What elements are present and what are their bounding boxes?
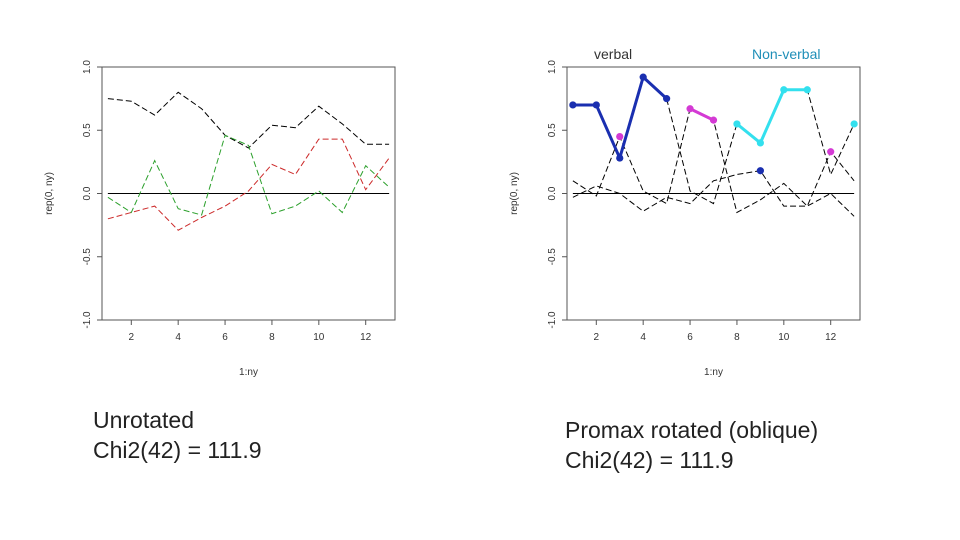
promax-y-tick-label: 1.0 xyxy=(547,60,558,74)
promax-series-1-line xyxy=(572,76,855,205)
promax-y-tick-label: 0.5 xyxy=(547,123,558,137)
promax-x-tick-label: 10 xyxy=(778,332,790,343)
promax-x-tick-label: 2 xyxy=(594,332,600,343)
unrotated-x-tick-label: 10 xyxy=(313,332,325,343)
nonverbal-label: Non-verbal xyxy=(752,46,821,62)
verbal-label: verbal xyxy=(594,46,633,62)
promax-verbal-point xyxy=(616,154,624,162)
unrotated-x-tick-label: 2 xyxy=(129,332,135,343)
unrotated-y-tick-label: 0.0 xyxy=(82,186,93,200)
promax-verbal-secondary-point xyxy=(827,148,835,156)
promax-x-tick-label: 6 xyxy=(687,332,693,343)
unrotated-x-tick-label: 12 xyxy=(360,332,372,343)
promax-y-tick-label: -1.0 xyxy=(547,311,558,329)
unrotated-chart: -1.0 -0.5 0.0 0.5 1.0 2 4 6 8 10 12 1:ny rep(0, ny) xyxy=(44,60,396,378)
promax-series-3-line xyxy=(572,170,855,217)
promax-verbal-point xyxy=(639,73,647,81)
promax-nonverbal-point xyxy=(780,86,788,94)
promax-verbal-secondary-point xyxy=(616,132,624,141)
promax-verbal-segment xyxy=(641,75,669,101)
promax-nonverbal-point xyxy=(803,86,811,94)
unrotated-y-tick-label: -0.5 xyxy=(82,248,93,266)
unrotated-y-tick-label: -1.0 xyxy=(82,311,93,329)
promax-nonverbal-segment xyxy=(735,122,762,145)
unrotated-series-3-line xyxy=(107,134,390,216)
promax-nonverbal-point xyxy=(756,139,764,147)
promax-verbal-point xyxy=(663,95,671,103)
promax-caption-stat: Chi2(42) = 111.9 xyxy=(565,447,734,473)
promax-caption: Promax rotated (oblique) Chi2(42) = 111.… xyxy=(565,415,818,475)
promax-verbal-point xyxy=(592,101,600,109)
promax-series-2-line xyxy=(572,107,855,214)
promax-y-axis-title: rep(0, ny) xyxy=(509,172,520,215)
promax-rotated-chart: -1.0 -0.5 0.0 0.5 1.0 2 4 6 8 10 12 1:ny rep(0, ny) xyxy=(509,60,861,378)
unrotated-x-tick-label: 8 xyxy=(269,332,275,343)
unrotated-x-tick-label: 6 xyxy=(222,332,228,343)
promax-nonverbal-point xyxy=(733,120,741,128)
promax-verbal-secondary-point xyxy=(709,116,718,124)
promax-nonverbal-segment xyxy=(758,88,786,145)
promax-verbal-secondary-segment xyxy=(688,107,715,122)
promax-x-tick-label: 12 xyxy=(825,332,837,343)
unrotated-y-axis-title: rep(0, ny) xyxy=(44,172,55,215)
promax-x-axis-title: 1:ny xyxy=(704,367,723,378)
promax-x-tick-label: 4 xyxy=(640,332,646,343)
promax-nonverbal-point xyxy=(850,120,858,128)
promax-verbal-point xyxy=(569,101,577,109)
unrotated-series-2-line xyxy=(107,138,390,231)
promax-verbal-segment xyxy=(594,103,622,160)
unrotated-x-tick-label: 4 xyxy=(175,332,181,343)
promax-x-tick-label: 8 xyxy=(734,332,740,343)
promax-verbal-point xyxy=(756,167,764,175)
unrotated-caption-stat: Chi2(42) = 111.9 xyxy=(93,437,262,463)
promax-y-tick-label: 0.0 xyxy=(547,186,558,200)
promax-y-tick-label: -0.5 xyxy=(547,248,558,266)
unrotated-series-1-line xyxy=(107,91,390,149)
unrotated-x-axis-title: 1:ny xyxy=(239,367,258,378)
unrotated-y-tick-label: 0.5 xyxy=(82,123,93,137)
promax-verbal-secondary-point xyxy=(686,105,694,113)
unrotated-y-tick-label: 1.0 xyxy=(82,60,93,74)
unrotated-caption-title: Unrotated xyxy=(93,407,195,433)
promax-caption-title: Promax rotated (oblique) xyxy=(565,417,819,443)
unrotated-caption: Unrotated Chi2(42) = 111.9 xyxy=(93,405,262,465)
promax-verbal-segment xyxy=(618,75,645,160)
